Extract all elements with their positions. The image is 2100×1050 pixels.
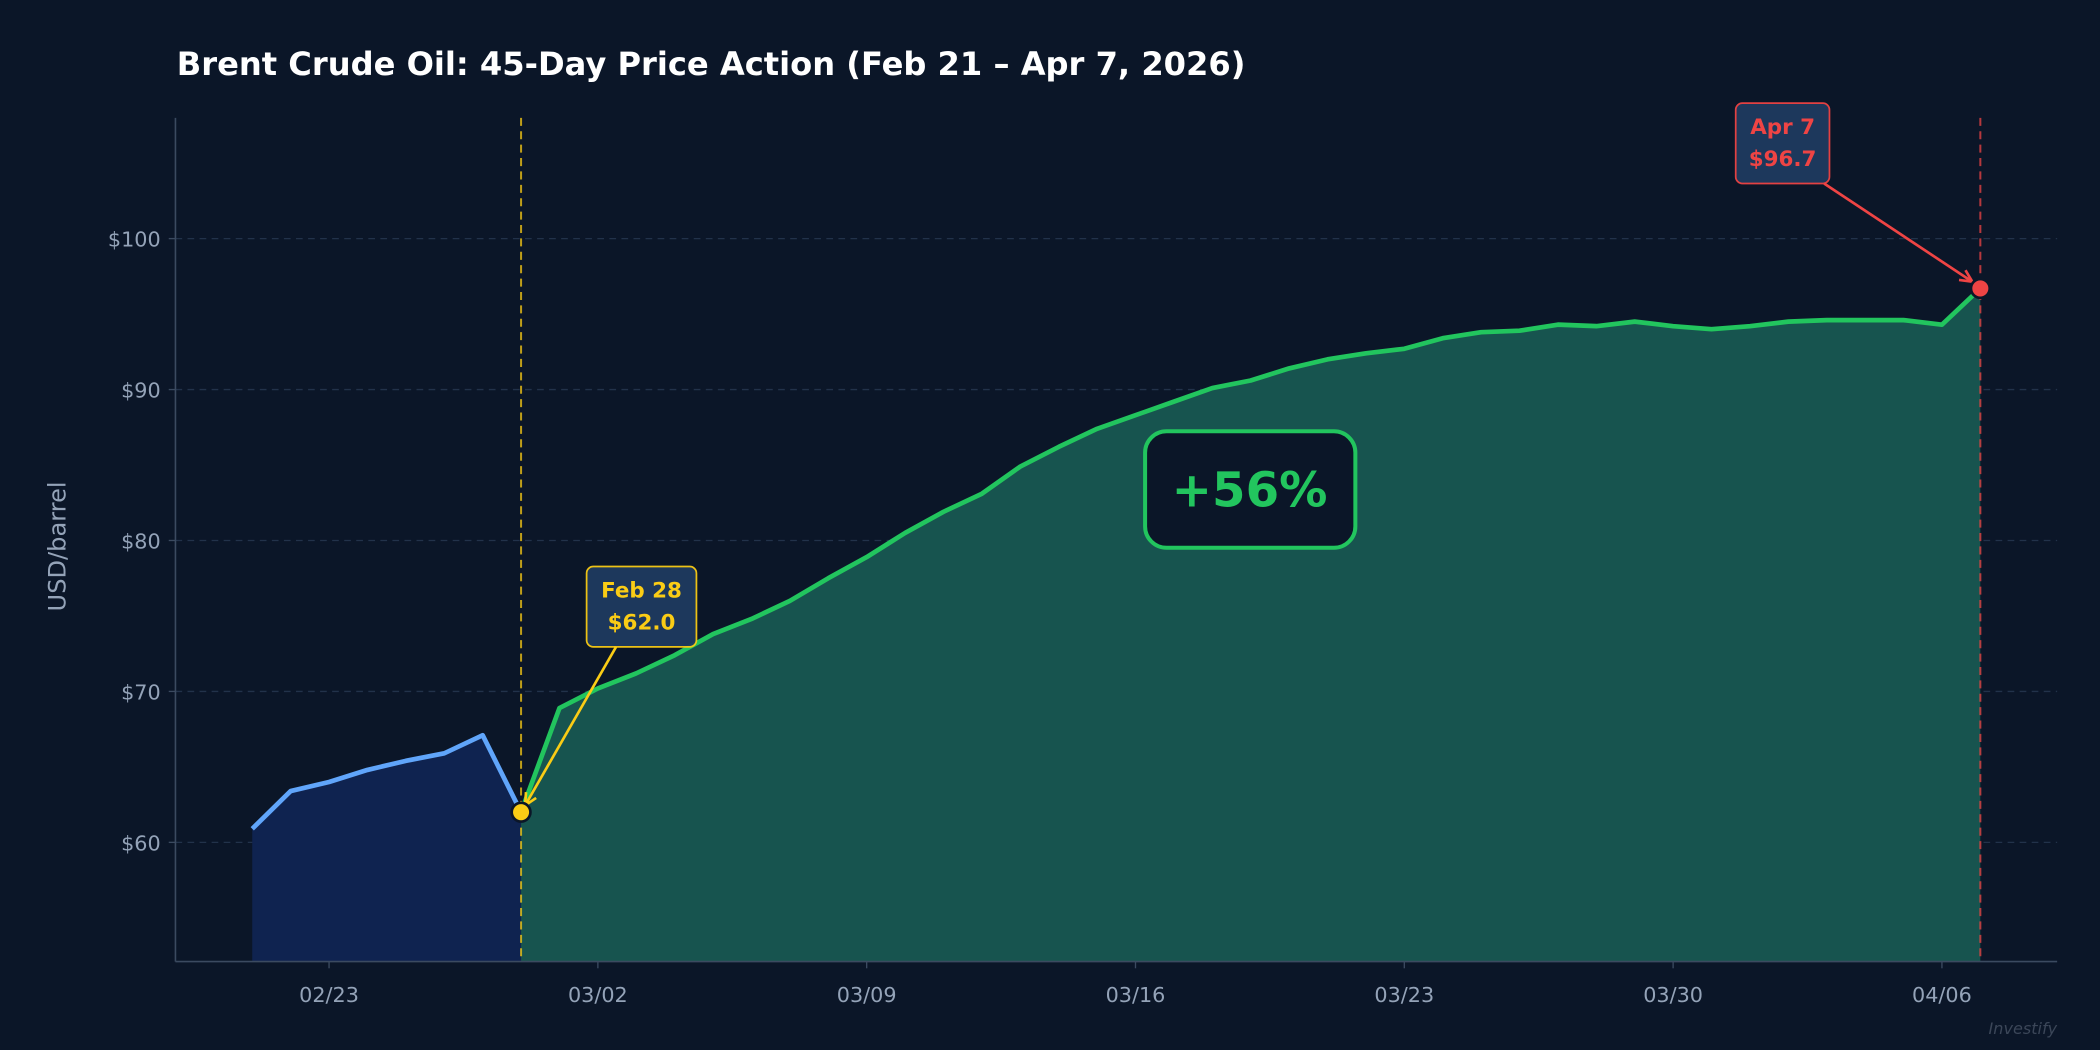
change-badge: +56% [1143, 429, 1358, 550]
x-ticks: 02/23 03/02 03/09 03/16 03/23 03/30 04/06 [299, 961, 1972, 1007]
series-area-0 [252, 735, 522, 962]
annotation-point [510, 801, 532, 823]
series-line-0 [250, 732, 524, 831]
annotation-value: $62.0 [608, 610, 676, 635]
series-lines [250, 286, 1982, 831]
y-axis-label: USD/barrel [44, 481, 72, 611]
y-tick-label: $100 [108, 228, 161, 252]
badge-text: +56% [1172, 462, 1328, 518]
y-tick-label: $70 [121, 680, 161, 704]
x-tick-label: 03/23 [1374, 983, 1434, 1007]
annotation-date: Feb 28 [601, 578, 682, 603]
badge-box [1143, 429, 1358, 550]
x-tick-label: 03/30 [1643, 983, 1703, 1007]
y-tick-label: $80 [121, 530, 161, 554]
annotation-value: $96.7 [1749, 147, 1817, 172]
series-areas [252, 288, 1981, 962]
y-tick-label: $60 [121, 831, 161, 855]
annotation-arrow [1823, 182, 1974, 283]
x-tick-label: 02/23 [299, 983, 359, 1007]
x-tick-label: 04/06 [1912, 983, 1972, 1007]
axes [174, 117, 2058, 963]
y-tick-label: $90 [121, 379, 161, 403]
series-area-1 [521, 288, 1981, 962]
chart-title: Brent Crude Oil: 45-Day Price Action (Fe… [177, 45, 1246, 83]
series-line-1 [518, 286, 1982, 813]
annotation-arrow [523, 646, 618, 807]
x-tick-label: 03/09 [837, 983, 897, 1007]
watermark: Investify [1989, 1019, 2058, 1038]
x-tick-label: 03/16 [1106, 983, 1166, 1007]
x-tick-label: 03/02 [568, 983, 628, 1007]
annotation-date: Apr 7 [1750, 115, 1815, 140]
annotation-box [585, 565, 698, 648]
annotations: Feb 28 $62.0 Apr 7 $96.7 [510, 102, 1992, 823]
annotation-point [1969, 277, 1992, 300]
annotation-box [1734, 102, 1831, 185]
y-ticks: $60 $70 $80 $90 $100 [108, 228, 176, 855]
